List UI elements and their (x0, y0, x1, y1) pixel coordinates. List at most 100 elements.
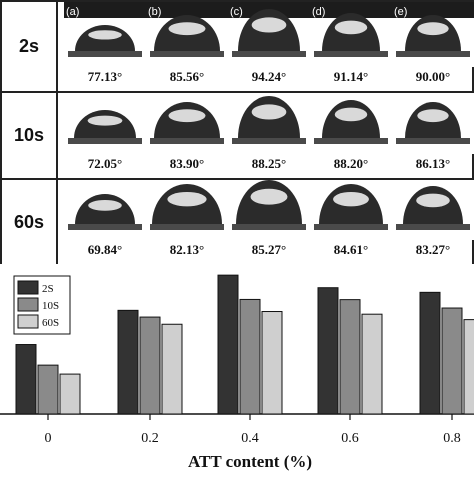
droplet-highlight (87, 115, 123, 126)
substrate-surface (314, 224, 388, 230)
legend-swatch (17, 280, 39, 295)
substrate-surface (232, 51, 306, 57)
substrate-surface (232, 224, 306, 230)
x-tick-label: 0.2 (141, 431, 159, 446)
droplet-highlight (168, 22, 206, 36)
droplet-cell: 84.61° (310, 180, 392, 264)
droplet-highlight (167, 192, 207, 207)
contact-angle-label: 72.05° (87, 156, 123, 171)
droplet-highlight (334, 20, 368, 35)
droplet-image (64, 93, 146, 154)
droplet-image (146, 93, 228, 154)
bar-10S-0 (37, 364, 59, 415)
droplet-cell: 85.27° (228, 180, 310, 264)
droplet-highlight (88, 30, 122, 40)
photo-row: 60s 69.84° 82.13° 85.27° 84.61° 83.27° (0, 178, 474, 266)
droplet-cell: (c) 94.24° (228, 2, 310, 91)
droplet-image (392, 93, 474, 154)
droplet-image (146, 2, 228, 67)
contact-angle-label: 88.25° (251, 156, 287, 171)
contact-angle-label: 82.13° (169, 242, 205, 257)
droplet-image (64, 180, 146, 240)
droplet-image (310, 93, 392, 154)
substrate-surface (150, 138, 224, 144)
droplet-highlight (88, 200, 122, 211)
bar-60S-0.2 (161, 323, 183, 415)
legend-label: 60S (42, 317, 59, 329)
bar-60S-0.4 (261, 311, 283, 415)
bar-2S-0 (15, 344, 37, 415)
substrate-surface (150, 224, 224, 230)
droplet-image (146, 180, 228, 240)
droplet-image (228, 2, 310, 67)
droplet-cell: 88.20° (310, 93, 392, 178)
contact-angle-label: 86.13° (415, 156, 451, 171)
bar-10S-0.4 (239, 298, 261, 415)
droplet-cell: 82.13° (146, 180, 228, 264)
x-tick-label: 0.6 (341, 431, 359, 446)
time-label: 60s (2, 180, 58, 264)
droplet-cell: (e) 90.00° (392, 2, 474, 91)
photo-row: 2s (a) 77.13° (b) 85.56° (c) 94.24° (d) 91.14° (e… (0, 0, 474, 93)
bar-10S-0.2 (139, 316, 161, 415)
substrate-surface (314, 51, 388, 57)
x-tick-label: 0.4 (241, 431, 259, 446)
droplet-image (310, 180, 392, 240)
time-label: 10s (2, 93, 58, 178)
droplet-cell: 86.13° (392, 93, 474, 178)
droplet-highlight (417, 109, 449, 123)
time-label: 2s (2, 2, 58, 91)
droplet-highlight (251, 17, 287, 33)
substrate-surface (396, 138, 470, 144)
contact-angle-label: 91.14° (333, 69, 369, 84)
legend-label: 10S (42, 300, 59, 312)
substrate-surface (232, 138, 306, 144)
panel-letter: (b) (148, 6, 162, 18)
substrate-surface (396, 224, 470, 230)
droplet-cell: 72.05° (64, 93, 146, 178)
substrate-surface (68, 224, 142, 230)
droplet-cell: 88.25° (228, 93, 310, 178)
droplet-image (228, 180, 310, 240)
droplet-highlight (333, 192, 369, 207)
x-axis-label: ATT content (%) (188, 452, 312, 471)
bar-2S-0.4 (217, 274, 239, 415)
bar-2S-0.2 (117, 309, 139, 415)
bar-60S-0.8 (463, 319, 474, 415)
droplet-cell: 83.27° (392, 180, 474, 264)
legend-label: 2S (42, 283, 54, 295)
contact-angle-label: 83.27° (415, 242, 451, 257)
droplet-cell: (b) 85.56° (146, 2, 228, 91)
panel-letter: (a) (66, 6, 80, 18)
bar-chart: 0 0.2 0.4 0.6 0.8 ATT content (%) 2S 10S 60S (0, 274, 474, 471)
bar-60S-0.6 (361, 313, 383, 415)
panel-letter: (c) (230, 6, 243, 18)
droplet-cell: (a) 77.13° (64, 2, 146, 91)
panel-letter: (d) (312, 6, 326, 18)
droplet-image (228, 93, 310, 154)
x-tick-label: 0.8 (443, 431, 461, 446)
droplet-image (392, 2, 474, 67)
droplet-highlight (416, 193, 450, 208)
bar-10S-0.8 (441, 307, 463, 415)
droplet-cell: (d) 91.14° (310, 2, 392, 91)
contact-angle-label: 69.84° (87, 242, 123, 257)
contact-angle-label: 85.27° (251, 242, 287, 257)
contact-angle-label: 90.00° (415, 69, 451, 84)
droplet-image (310, 2, 392, 67)
contact-angle-label: 84.61° (333, 242, 369, 257)
bar-60S-0 (59, 373, 81, 415)
bar-10S-0.6 (339, 299, 361, 415)
contact-angle-label: 85.56° (169, 69, 205, 84)
substrate-surface (68, 138, 142, 144)
bar-2S-0.6 (317, 287, 339, 415)
substrate-surface (396, 51, 470, 57)
panel-letter: (e) (394, 6, 408, 18)
x-tick-label: 0 (45, 431, 52, 446)
contact-angle-label: 83.90° (169, 156, 205, 171)
droplet-cell: 69.84° (64, 180, 146, 264)
droplet-image (392, 180, 474, 240)
legend-swatch (17, 314, 39, 329)
droplet-image (64, 2, 146, 67)
contact-angle-label: 94.24° (251, 69, 287, 84)
